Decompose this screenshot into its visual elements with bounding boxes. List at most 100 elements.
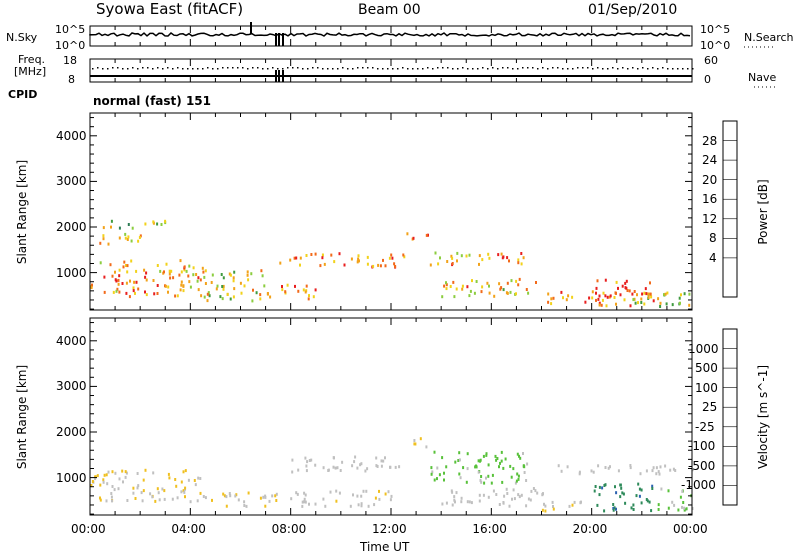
velocity-cell [566, 465, 569, 469]
power-cell [299, 256, 302, 260]
nave-point [167, 67, 169, 69]
velocity-cell [514, 481, 517, 485]
power-cell [180, 280, 183, 284]
velocity-cell [334, 466, 337, 470]
power-cell [102, 234, 105, 238]
velocity-cell [419, 437, 422, 441]
nave-point [362, 67, 364, 69]
velocity-cell [132, 491, 135, 495]
velocity-colorbar-frame [722, 328, 738, 506]
nave-point [337, 68, 339, 70]
power-cell [233, 287, 236, 291]
velocity-cell [552, 507, 555, 511]
power-cell [127, 235, 130, 239]
nave-point [192, 68, 194, 70]
station-title: Syowa East (fitACF) [96, 0, 244, 18]
nave-point [502, 67, 504, 69]
velocity-cell [517, 493, 520, 497]
velocity-cell [90, 484, 93, 487]
velocity-cell [144, 468, 147, 472]
velocity-cell [640, 501, 643, 505]
power-cell [126, 270, 129, 274]
nave-tick-high: 60 [704, 54, 718, 67]
power-cell [663, 293, 665, 297]
velocity-cell [99, 498, 102, 502]
velocity-cell [304, 500, 307, 504]
velocity-cell [512, 467, 515, 471]
nave-point [247, 68, 249, 70]
velocity-cell [322, 497, 325, 501]
velocity-cell [683, 506, 686, 510]
velocity-cell [354, 455, 357, 459]
power-cell [294, 284, 296, 288]
power-cell [525, 288, 528, 291]
velocity-cell [182, 470, 185, 474]
velocity-cell [274, 494, 277, 498]
velocity-cell [466, 467, 469, 471]
power-cell [597, 297, 600, 301]
velocity-cell [413, 442, 416, 446]
power-cell [156, 264, 159, 267]
power-cell [565, 298, 568, 302]
power-cell [305, 254, 308, 257]
power-cell [134, 291, 136, 295]
velocity-cell [275, 492, 278, 496]
velocity-cell [573, 500, 576, 504]
velocity-cell [184, 469, 187, 473]
velocity-cell [110, 495, 113, 499]
power-colorbar-tick-label: 4 [709, 250, 717, 265]
power-cell [110, 225, 112, 229]
velocity-cell [604, 466, 607, 469]
power-colorbar [722, 120, 738, 298]
y-tick-marks [90, 117, 692, 515]
nave-label: Nave [748, 71, 777, 84]
power-cell [595, 286, 598, 290]
power-cell [522, 256, 525, 260]
power-cell [109, 263, 112, 267]
power-cell [671, 303, 674, 307]
nave-point [372, 67, 374, 69]
velocity-cell [105, 499, 108, 503]
velocity-cell [142, 478, 145, 482]
velocity-colorbar-tick-label: -1000 [681, 478, 716, 493]
velocity-cell [360, 462, 363, 466]
velocity-colorbar-tick-label: -25 [695, 419, 715, 434]
power-cell [252, 288, 254, 292]
nave-point [252, 67, 254, 69]
power-cell [567, 294, 570, 298]
nave-point [367, 67, 369, 69]
power-cell [588, 296, 591, 300]
power-cell [535, 281, 537, 284]
power-cell [202, 270, 205, 274]
power-cell [160, 223, 163, 226]
power-cell [596, 279, 599, 283]
velocity-cell [651, 487, 654, 490]
velocity-cell [268, 499, 271, 503]
power-cell [453, 295, 456, 299]
nave-point [552, 67, 554, 69]
power-cell [445, 281, 447, 285]
velocity-cell [296, 492, 299, 496]
velocity-cell [658, 472, 661, 476]
power-colorbar-label: Power [dB] [756, 179, 770, 245]
y-tick-label: 4000 [56, 128, 87, 143]
velocity-cell [598, 485, 601, 489]
velocity-cell [691, 468, 694, 472]
power-cell [628, 289, 631, 293]
velocity-cell [504, 457, 507, 461]
velocity-cell [517, 477, 520, 481]
power-cell [125, 291, 128, 295]
nave-point [647, 68, 649, 70]
velocity-cell [275, 499, 278, 502]
power-cell [219, 295, 222, 299]
power-cell [222, 287, 225, 291]
power-cell [481, 258, 484, 262]
velocity-cell [612, 508, 615, 512]
velocity-ylabel: Slant Range [km] [15, 364, 29, 470]
nave-point [612, 67, 614, 69]
nsearch-tick-high: 10^5 [700, 23, 731, 36]
power-cell [584, 300, 587, 304]
power-colorbar-tick-label: 8 [709, 231, 717, 246]
velocity-cell [174, 478, 177, 481]
nave-point [242, 67, 244, 69]
